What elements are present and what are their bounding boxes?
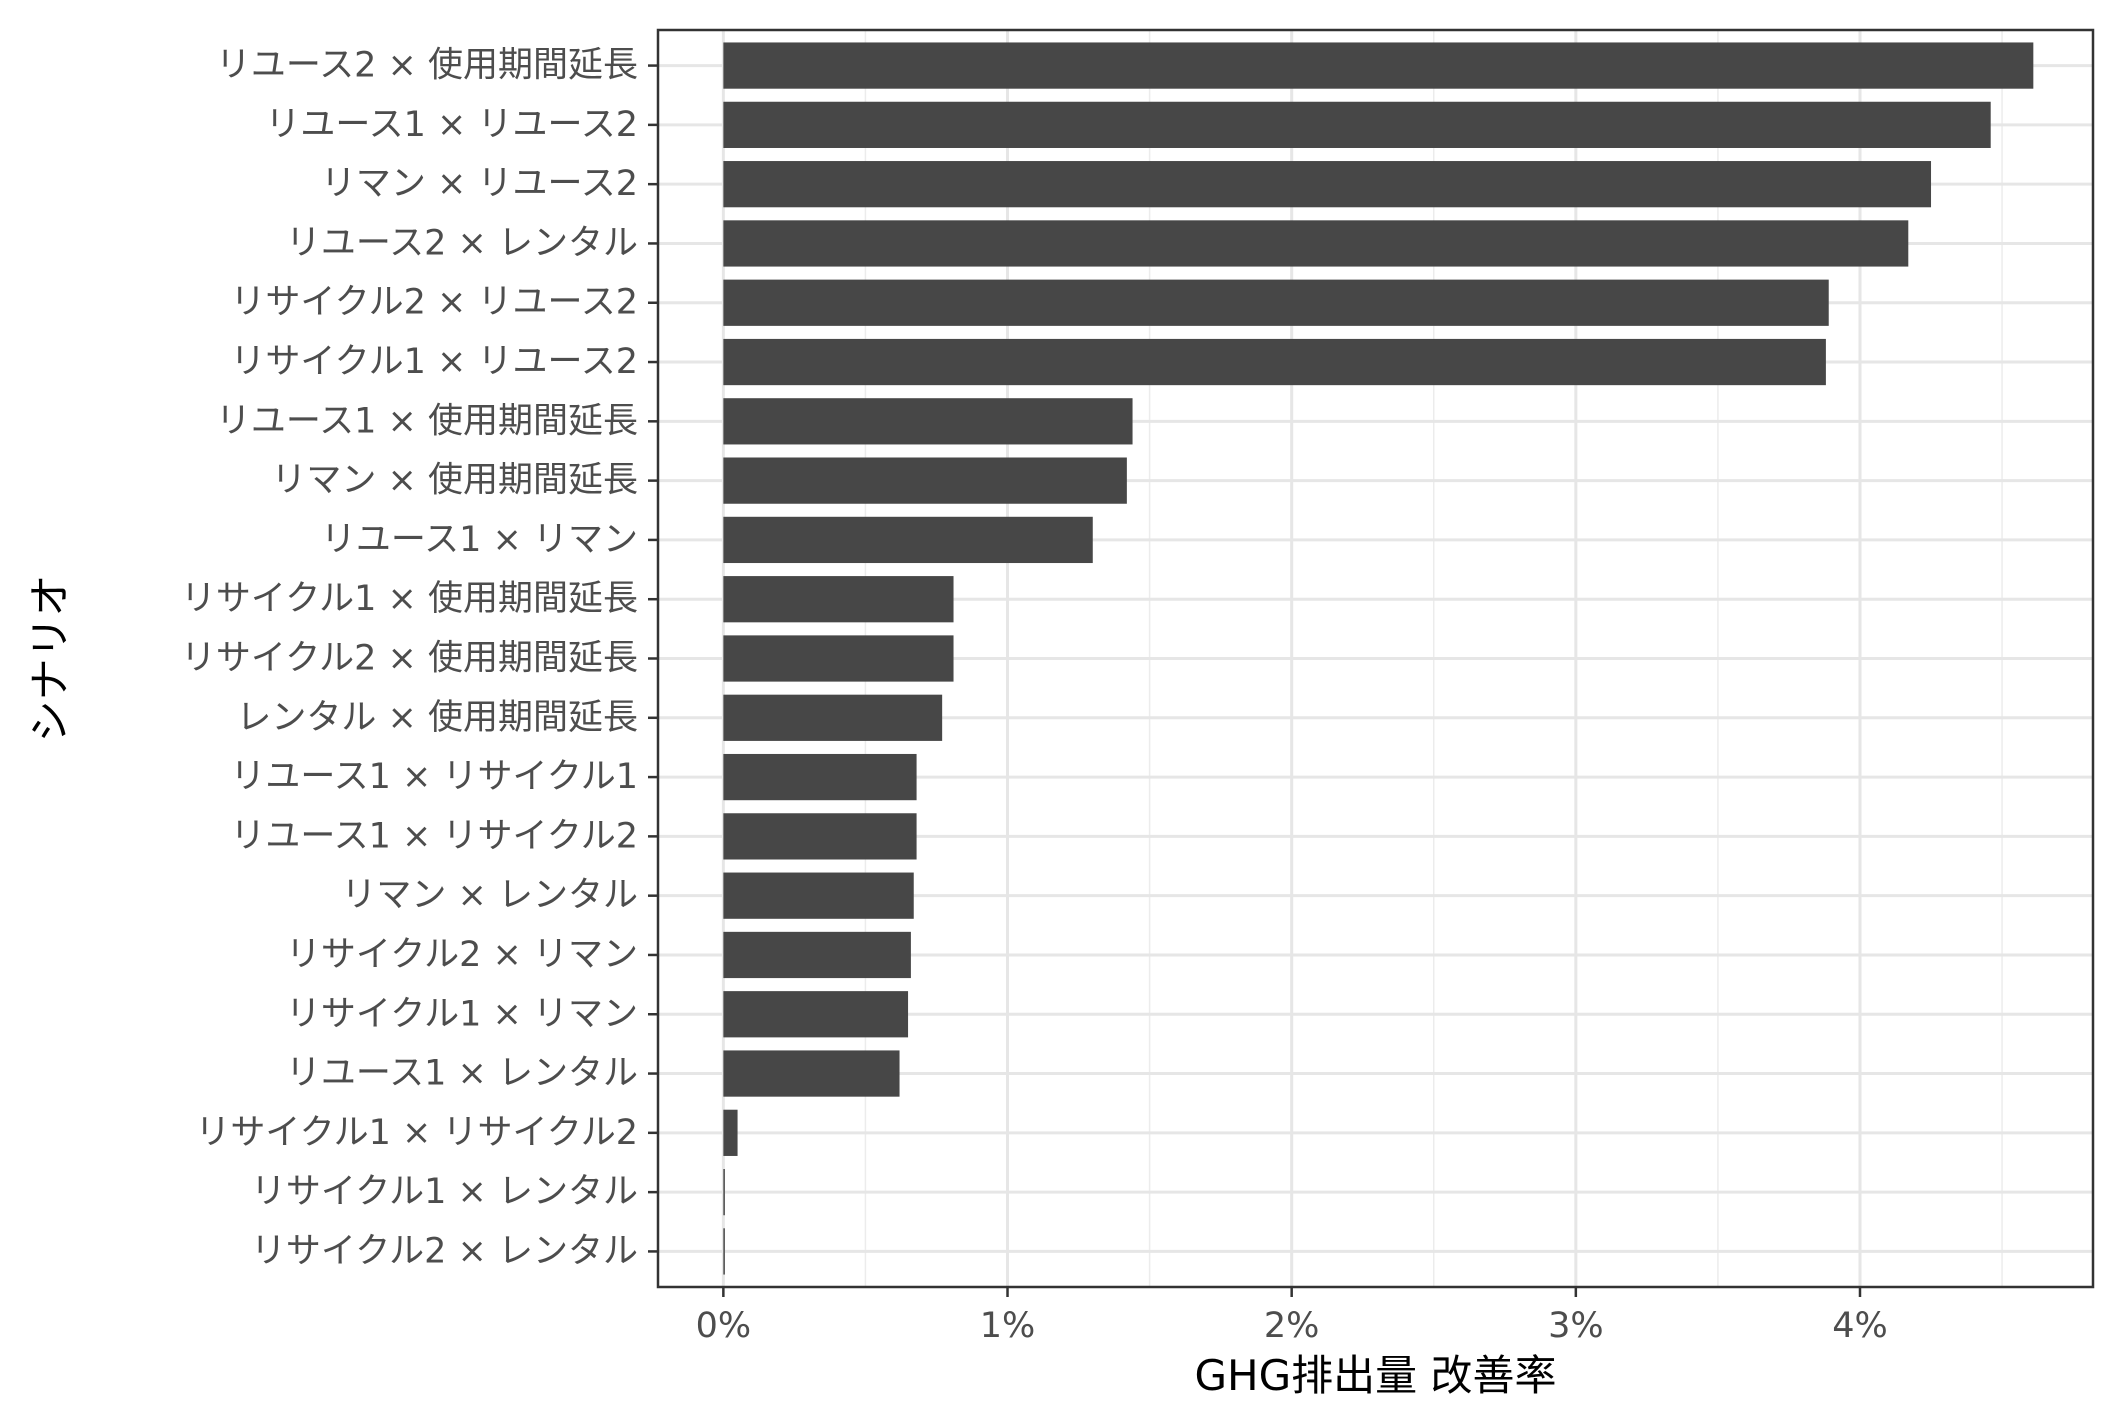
bar bbox=[723, 1050, 900, 1097]
y-tick-label: リサイクル2 × リユース2 bbox=[230, 283, 638, 323]
y-tick-label: リサイクル1 × レンタル bbox=[251, 1172, 638, 1212]
y-tick-label: リサイクル1 × リマン bbox=[286, 994, 638, 1034]
bar bbox=[723, 753, 917, 801]
y-tick-label: リユース1 × リサイクル2 bbox=[230, 816, 638, 856]
bar bbox=[723, 694, 943, 741]
x-tick-label: 3% bbox=[1548, 1306, 1604, 1346]
x-tick-label: 1% bbox=[980, 1306, 1036, 1346]
y-tick-label: リユース1 × リサイクル1 bbox=[230, 757, 638, 797]
y-tick-label: リユース1 × リユース2 bbox=[265, 105, 638, 145]
bar bbox=[723, 1169, 725, 1216]
y-tick-label: リサイクル1 × リサイクル2 bbox=[195, 1113, 638, 1153]
y-tick-label: リマン × 使用期間延長 bbox=[271, 461, 638, 501]
y-tick-label: リマン × レンタル bbox=[341, 876, 638, 916]
x-tick-label: 4% bbox=[1832, 1306, 1888, 1346]
y-tick-label: レンタル × 使用期間延長 bbox=[236, 698, 638, 738]
bar bbox=[723, 279, 1829, 326]
y-tick-label: リサイクル1 × リユース2 bbox=[230, 342, 638, 382]
bar bbox=[723, 813, 917, 860]
y-tick-label: リユース2 × 使用期間延長 bbox=[216, 46, 638, 86]
bar bbox=[723, 931, 911, 979]
bar bbox=[723, 872, 914, 919]
y-tick-label: リユース2 × レンタル bbox=[286, 223, 638, 263]
bar bbox=[723, 576, 954, 623]
bar bbox=[723, 635, 954, 682]
bar bbox=[723, 161, 1932, 208]
bar bbox=[723, 991, 909, 1038]
bar bbox=[723, 42, 2034, 89]
bar bbox=[723, 338, 1826, 386]
bar bbox=[723, 516, 1093, 564]
y-tick-label: リサイクル2 × 使用期間延長 bbox=[181, 639, 638, 679]
x-tick-label: 0% bbox=[696, 1306, 752, 1346]
bar bbox=[723, 457, 1127, 504]
bar bbox=[723, 398, 1133, 445]
bar bbox=[723, 1228, 725, 1275]
y-tick-label: リサイクル2 × リマン bbox=[286, 935, 638, 975]
bar bbox=[723, 220, 1909, 267]
bar bbox=[723, 1109, 738, 1156]
y-tick-label: リユース1 × レンタル bbox=[286, 1054, 638, 1094]
x-tick-label: 2% bbox=[1264, 1306, 1320, 1346]
y-tick-label: リサイクル2 × レンタル bbox=[251, 1231, 638, 1271]
y-tick-label: リサイクル1 × 使用期間延長 bbox=[181, 579, 638, 619]
y-tick-label: リマン × リユース2 bbox=[321, 164, 638, 204]
bar bbox=[723, 101, 1991, 148]
y-tick-label: リユース1 × 使用期間延長 bbox=[216, 401, 638, 441]
y-tick-label: リユース1 × リマン bbox=[321, 520, 638, 560]
y-axis-title: シナリオ bbox=[26, 574, 75, 742]
bars bbox=[723, 42, 2034, 1275]
x-axis-title: GHG排出量 改善率 bbox=[1194, 1351, 1556, 1400]
x-axis: 0% 1% 2% 3% 4% bbox=[696, 1287, 1888, 1346]
